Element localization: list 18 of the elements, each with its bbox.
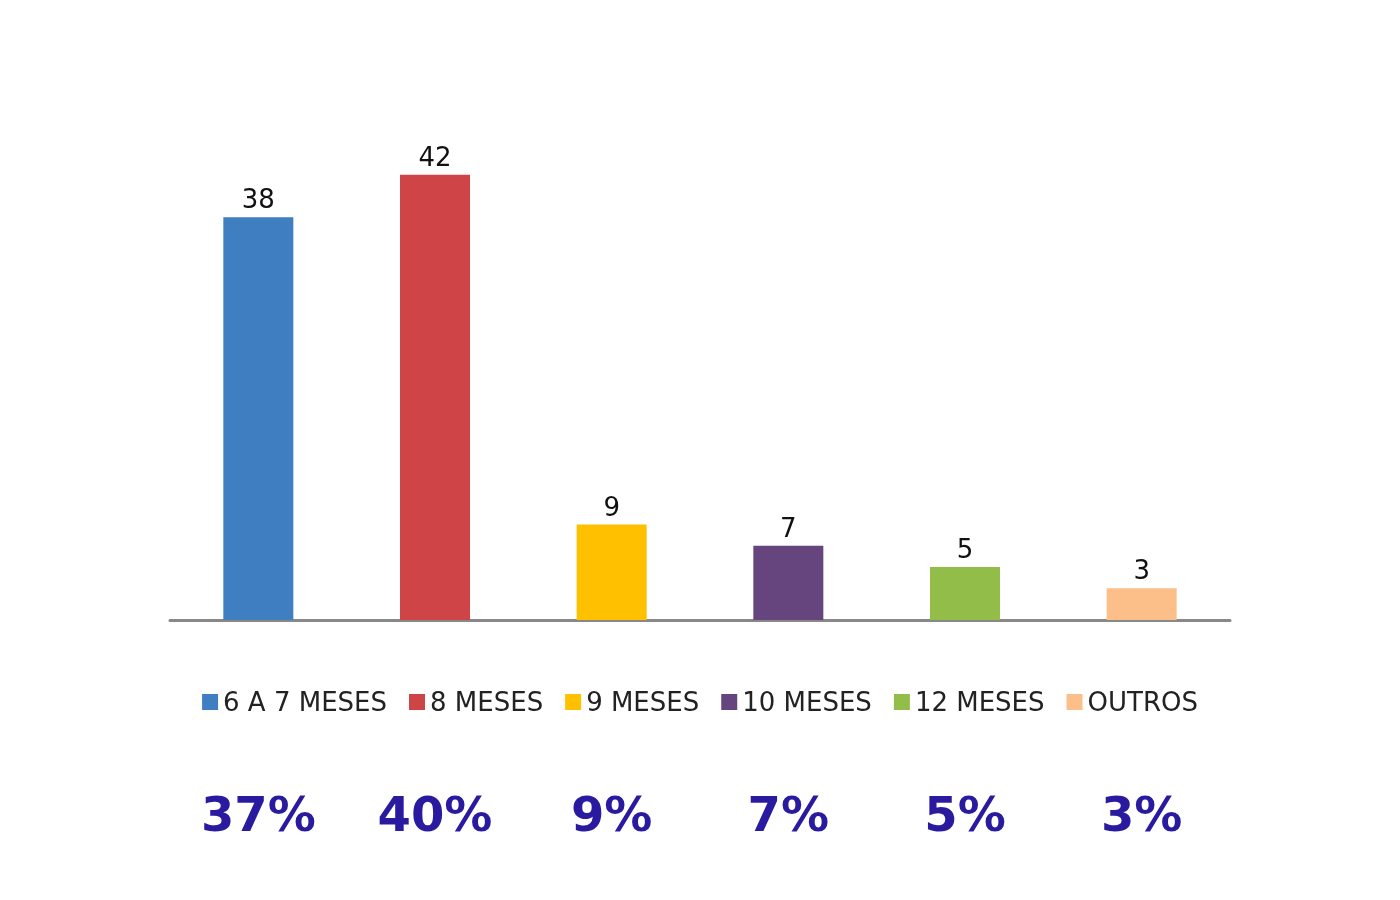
legend-label: 8 MESES: [430, 687, 544, 717]
legend-label: 10 MESES: [742, 687, 872, 717]
data-label: 38: [241, 184, 275, 215]
data-label: 42: [418, 141, 452, 172]
data-label: 7: [780, 512, 797, 543]
text: 37%: [200, 786, 316, 842]
legend-label: 12 MESES: [914, 687, 1045, 717]
text: 7%: [747, 786, 830, 842]
data-label: 9: [603, 491, 620, 522]
legend-label: OUTROS: [1087, 687, 1198, 717]
legend-label: 6 A 7 MESES: [223, 687, 388, 717]
text: 9%: [570, 786, 653, 842]
data-label: 3: [1133, 555, 1150, 586]
text: 3%: [1100, 786, 1183, 842]
text: 40%: [377, 786, 493, 842]
legend-label: 9 MESES: [586, 687, 700, 717]
text: 5%: [924, 786, 1006, 842]
data-label: 5: [956, 534, 974, 564]
